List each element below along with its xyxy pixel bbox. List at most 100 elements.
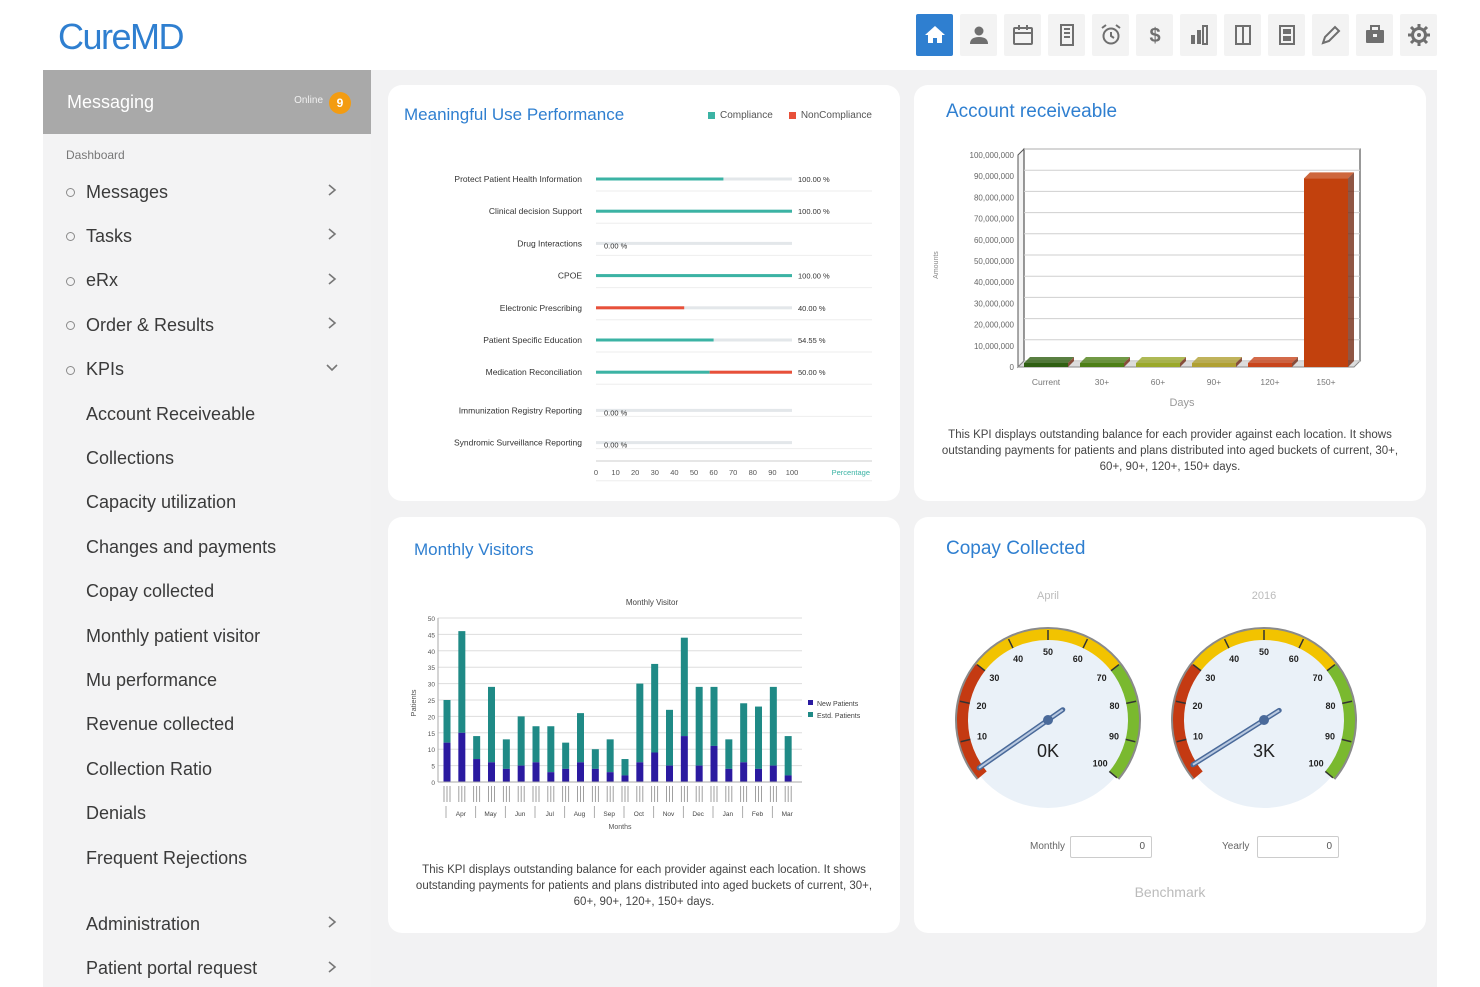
home-nav-button[interactable]	[916, 14, 953, 56]
compliance-bar[interactable]	[596, 209, 792, 213]
new-patients-bar[interactable]	[562, 768, 570, 782]
new-patients-bar[interactable]	[740, 762, 748, 782]
sidebar-item-erx[interactable]: eRx	[43, 259, 371, 303]
curemd-logo[interactable]: CureMD	[58, 16, 185, 57]
sidebar-item-administration[interactable]: Administration	[43, 902, 371, 946]
estd-patients-bar[interactable]	[740, 703, 748, 763]
book-nav-button[interactable]	[1224, 14, 1261, 56]
compliance-bar[interactable]	[596, 338, 714, 342]
estd-patients-bar[interactable]	[443, 700, 451, 743]
new-patients-bar[interactable]	[636, 762, 644, 782]
kpi-link-monthly-patient-visitor[interactable]: Monthly patient visitor	[86, 625, 261, 646]
new-patients-bar[interactable]	[591, 768, 599, 782]
ar-bar[interactable]	[1080, 363, 1124, 367]
estd-patients-bar[interactable]	[651, 663, 659, 753]
new-patients-bar[interactable]	[769, 765, 777, 782]
estd-patients-bar[interactable]	[621, 759, 629, 776]
kpi-link-mu-performance[interactable]: Mu performance	[86, 669, 218, 690]
new-patients-bar[interactable]	[517, 765, 525, 782]
compliance-bar[interactable]	[596, 274, 792, 278]
estd-patients-bar[interactable]	[666, 709, 673, 766]
new-patients-bar[interactable]	[606, 772, 614, 782]
sidebar-item-order-results[interactable]: Order & Results	[43, 303, 371, 347]
estd-patients-bar[interactable]	[532, 726, 540, 763]
estd-patients-bar[interactable]	[606, 739, 614, 773]
estd-patients-bar[interactable]	[710, 686, 718, 746]
new-patients-bar[interactable]	[532, 762, 540, 782]
kpi-link-collection-ratio[interactable]: Collection Ratio	[86, 758, 213, 779]
estd-patients-bar[interactable]	[502, 739, 510, 769]
estd-patients-bar[interactable]	[784, 736, 792, 776]
gear-nav-button[interactable]	[1400, 14, 1437, 56]
new-patients-bar[interactable]	[784, 775, 792, 782]
briefcase-nav-button[interactable]	[1356, 14, 1393, 56]
sidebar-item-kpis[interactable]: KPIs	[43, 348, 371, 392]
kpi-link-capacity-utilization[interactable]: Capacity utilization	[86, 492, 237, 513]
estd-patients-bar[interactable]	[636, 683, 644, 763]
estd-patients-bar[interactable]	[473, 736, 481, 760]
estd-patients-bar[interactable]	[591, 749, 599, 769]
kpi-link-account-receiveable[interactable]: Account Receiveable	[86, 403, 256, 424]
estd-patients-bar[interactable]	[755, 706, 762, 769]
building-nav-button[interactable]	[1048, 14, 1085, 56]
legend-compliance[interactable]: Compliance	[708, 110, 773, 121]
legend-estd-patients[interactable]: Estd. Patients	[817, 713, 861, 720]
sidebar-item-tasks[interactable]: Tasks	[43, 214, 371, 258]
alarm-nav-button[interactable]	[1092, 14, 1129, 56]
noncompliance-bar[interactable]	[709, 370, 792, 374]
dollar-nav-button[interactable]: $	[1136, 14, 1173, 56]
new-patients-bar[interactable]	[547, 772, 555, 782]
sidebar-item-patient-portal-request[interactable]: Patient portal request	[43, 947, 371, 987]
messaging-header[interactable]: Messaging Online 9	[43, 70, 371, 134]
sidebar-item-messages[interactable]: Messages	[43, 170, 371, 214]
ar-bar[interactable]	[1136, 363, 1180, 367]
estd-patients-bar[interactable]	[458, 631, 466, 733]
kpi-link-changes-and-payments[interactable]: Changes and payments	[86, 536, 277, 557]
new-patients-bar[interactable]	[621, 775, 629, 782]
new-patients-bar[interactable]	[695, 765, 703, 782]
new-patients-bar[interactable]	[651, 752, 659, 782]
estd-patients-bar[interactable]	[680, 637, 688, 737]
film-nav-button[interactable]	[1268, 14, 1305, 56]
compliance-bar[interactable]	[596, 177, 724, 181]
month-label: Dec	[692, 811, 704, 818]
compliance-bar[interactable]	[596, 370, 710, 374]
estd-patients-bar[interactable]	[562, 742, 570, 769]
ar-bar[interactable]	[1304, 178, 1348, 367]
kpi-link-frequent-rejections[interactable]: Frequent Rejections	[86, 847, 248, 868]
new-patients-bar[interactable]	[666, 765, 673, 782]
kpi-link-denials[interactable]: Denials	[86, 803, 147, 824]
new-patients-bar[interactable]	[755, 768, 762, 782]
new-patients-bar[interactable]	[473, 759, 481, 782]
legend-noncompliance[interactable]: NonCompliance	[788, 110, 872, 121]
estd-patients-bar[interactable]	[577, 713, 584, 763]
kpi-link-collections[interactable]: Collections	[86, 448, 175, 469]
new-patients-bar[interactable]	[488, 762, 495, 782]
new-patients-bar[interactable]	[680, 736, 688, 782]
pen-nav-button[interactable]	[1312, 14, 1349, 56]
monthly-input[interactable]: 0	[1070, 836, 1152, 858]
yearly-input[interactable]: 0	[1257, 836, 1339, 858]
estd-patients-bar[interactable]	[769, 686, 777, 766]
ar-bar[interactable]	[1248, 363, 1292, 367]
ar-bar[interactable]	[1192, 363, 1236, 367]
new-patients-bar[interactable]	[458, 732, 466, 782]
new-patients-bar[interactable]	[502, 768, 510, 782]
user-nav-button[interactable]	[960, 14, 997, 56]
estd-patients-bar[interactable]	[695, 686, 703, 766]
new-patients-bar[interactable]	[577, 762, 584, 782]
calendar-nav-button[interactable]	[1004, 14, 1041, 56]
estd-patients-bar[interactable]	[547, 726, 555, 773]
chart-nav-button[interactable]	[1180, 14, 1217, 56]
estd-patients-bar[interactable]	[725, 739, 733, 769]
new-patients-bar[interactable]	[443, 742, 451, 782]
kpi-link-copay-collected[interactable]: Copay collected	[86, 581, 215, 602]
estd-patients-bar[interactable]	[488, 686, 495, 763]
new-patients-bar[interactable]	[725, 768, 733, 782]
legend-new-patients[interactable]: New Patients	[817, 701, 859, 708]
estd-patients-bar[interactable]	[517, 716, 525, 766]
ar-bar[interactable]	[1024, 363, 1068, 367]
new-patients-bar[interactable]	[710, 745, 718, 782]
noncompliance-bar[interactable]	[596, 306, 685, 310]
kpi-link-revenue-collected[interactable]: Revenue collected	[86, 714, 235, 735]
